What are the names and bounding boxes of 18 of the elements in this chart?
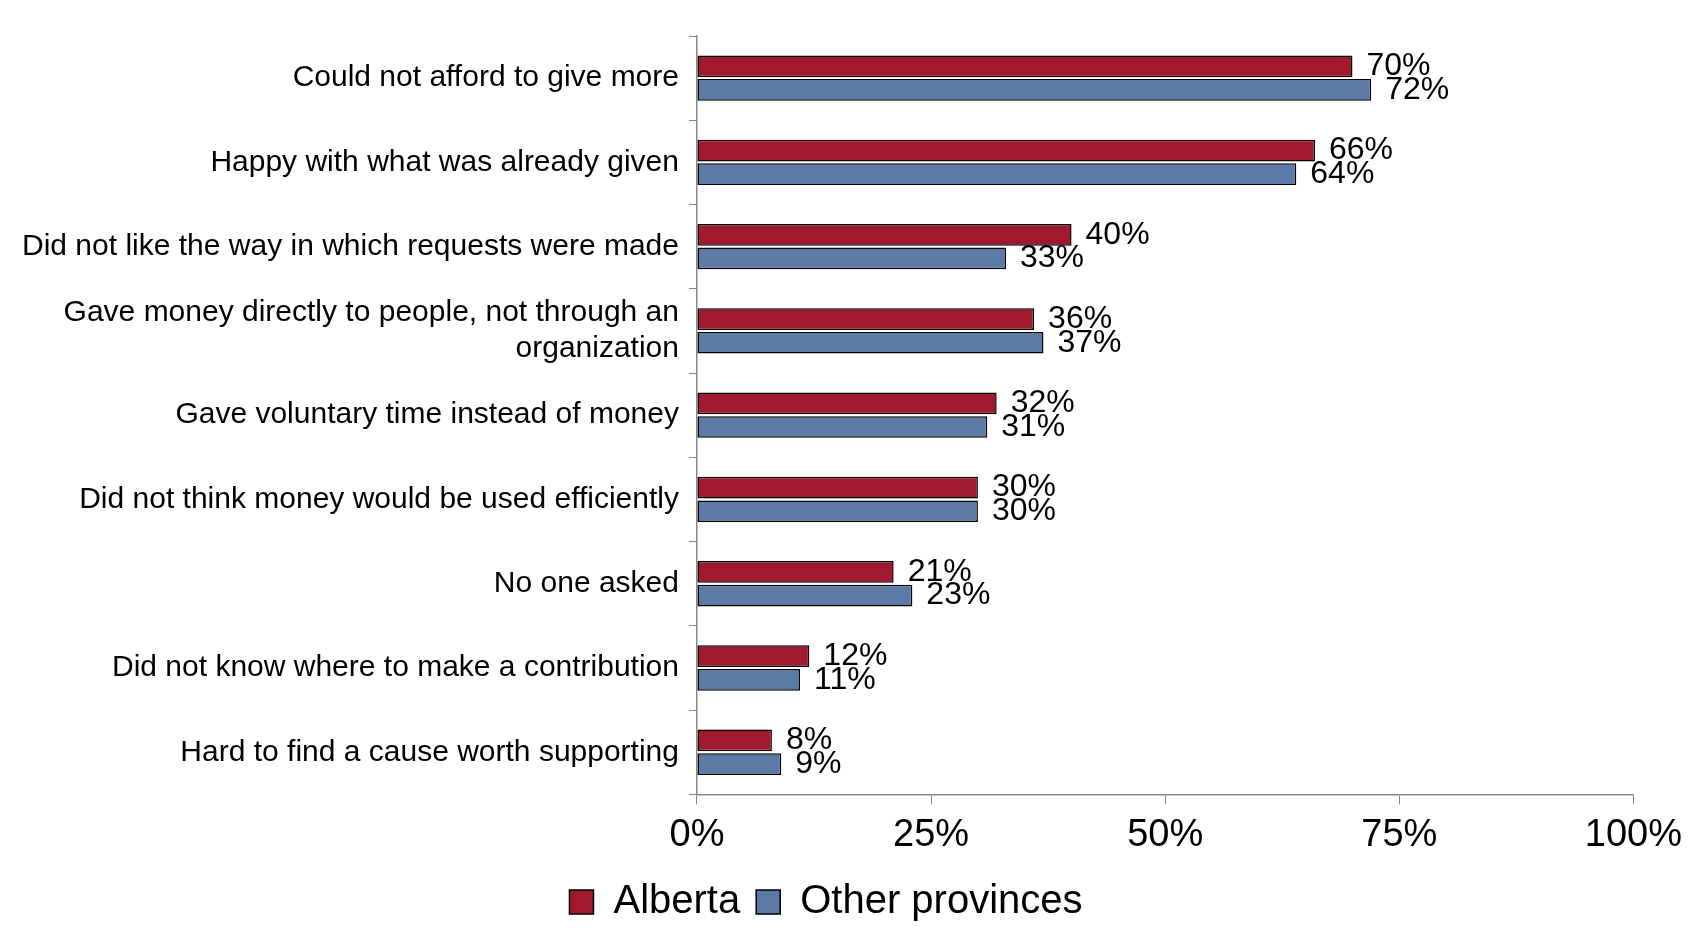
- y-tick-label: Did not think money would be used efficiently: [79, 480, 679, 514]
- x-tick-label: 0%: [669, 811, 725, 854]
- y-tick-label: No one asked: [493, 565, 679, 598]
- data-label: 40%: [1085, 214, 1150, 251]
- y-tick-label: Gave money directly to people, not through an organization: [63, 294, 679, 364]
- x-tick-label: 50%: [1127, 811, 1204, 854]
- legend-label: Other provinces: [800, 877, 1083, 922]
- x-tick-label: 75%: [1361, 811, 1438, 854]
- y-tick-label: Gave voluntary time instead of money: [175, 396, 679, 430]
- y-tick-label: Hard to find a cause worth supporting: [180, 733, 679, 767]
- data-label: 33%: [1020, 238, 1085, 275]
- legend-label: Alberta: [613, 877, 741, 922]
- y-tick-label: Happy with what was already given: [210, 143, 679, 177]
- x-tick-label: 25%: [893, 811, 970, 854]
- x-tick-label: 100%: [1584, 811, 1683, 854]
- y-tick-label: Did not know where to make a contribution: [112, 649, 679, 683]
- y-tick-label: Did not like the way in which requests were made: [22, 227, 679, 261]
- y-tick-label: Could not afford to give more: [292, 59, 679, 93]
